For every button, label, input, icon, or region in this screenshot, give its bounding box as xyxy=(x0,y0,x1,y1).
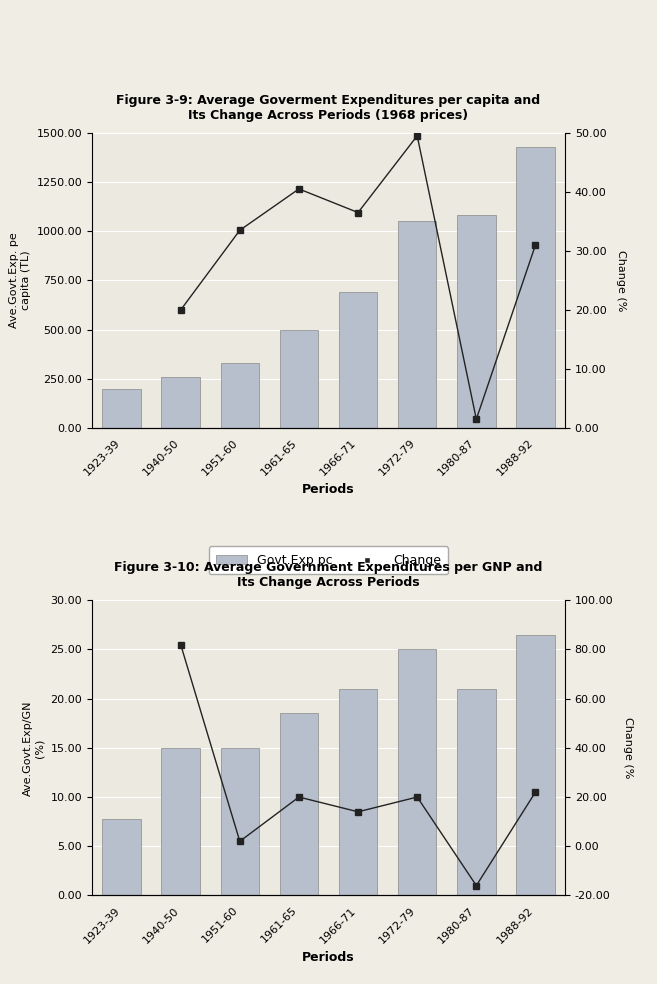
Y-axis label: Ave.Govt.Exp/GN
(%): Ave.Govt.Exp/GN (%) xyxy=(24,700,45,796)
Bar xyxy=(398,649,436,895)
Bar xyxy=(162,377,200,428)
Bar xyxy=(457,689,495,895)
Bar xyxy=(339,689,377,895)
Title: Figure 3-9: Average Goverment Expenditures per capita and
Its Change Across Peri: Figure 3-9: Average Goverment Expenditur… xyxy=(116,93,541,122)
Y-axis label: Change (%: Change (% xyxy=(616,250,626,311)
Y-axis label: Ave.Govt.Exp. pe
capita (TL): Ave.Govt.Exp. pe capita (TL) xyxy=(9,232,31,329)
Bar xyxy=(516,147,555,428)
Bar xyxy=(280,713,318,895)
X-axis label: Periods: Periods xyxy=(302,951,355,963)
Bar xyxy=(162,748,200,895)
Title: Figure 3-10: Average Government Expenditures per GNP and
Its Change Across Perio: Figure 3-10: Average Government Expendit… xyxy=(114,561,543,589)
Bar xyxy=(398,221,436,428)
Bar xyxy=(221,748,259,895)
Bar xyxy=(221,362,259,428)
Bar xyxy=(339,292,377,428)
Bar xyxy=(280,330,318,428)
Bar xyxy=(457,215,495,428)
Bar xyxy=(516,635,555,895)
Bar xyxy=(102,819,141,895)
Legend: Govt.Exp pc, Change: Govt.Exp pc, Change xyxy=(208,546,449,575)
Y-axis label: Change (%: Change (% xyxy=(623,717,633,778)
X-axis label: Periods: Periods xyxy=(302,483,355,496)
Bar xyxy=(102,389,141,428)
